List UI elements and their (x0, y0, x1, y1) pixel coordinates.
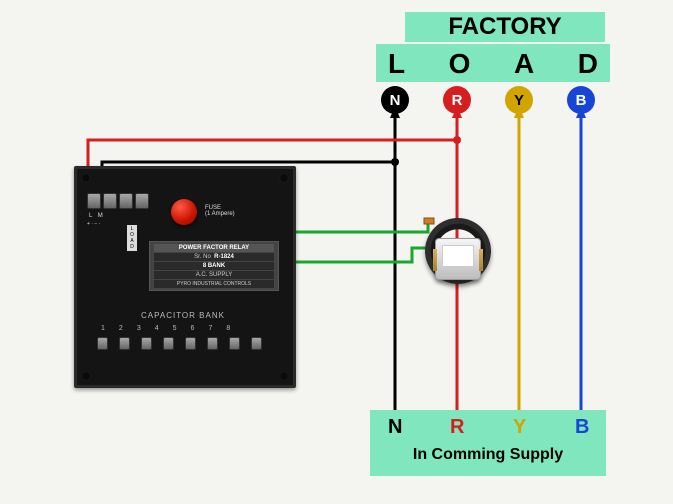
capacitor-numbers: 12 34 56 78 (101, 325, 230, 332)
fuse-button (171, 199, 197, 225)
load-letters: L O A D (388, 48, 598, 80)
ct-body (435, 238, 481, 280)
screw-icon (81, 371, 91, 381)
terminal (135, 193, 149, 209)
terminal (119, 337, 130, 350)
terminal (119, 193, 133, 209)
load-letter: L (388, 48, 405, 80)
fuse-text: FUSE(1 Ampere) (205, 205, 235, 217)
supply-y: Y (513, 416, 526, 439)
relay-output-terminals (97, 337, 262, 350)
factory-title: FACTORY (405, 12, 605, 42)
phase-b-circle: B (567, 86, 595, 114)
lm-label: L M (89, 213, 105, 219)
terminal (207, 337, 218, 350)
supply-b: B (575, 416, 589, 439)
phase-r-circle: R (443, 86, 471, 114)
supply-r: R (450, 416, 464, 439)
load-letter: O (449, 48, 471, 80)
terminal (229, 337, 240, 350)
phase-n-circle: N (381, 86, 409, 114)
terminal (141, 337, 152, 350)
phase-y-circle: Y (505, 86, 533, 114)
relay-info-panel: POWER FACTOR RELAY Sr. No R-1824 8 BANK … (149, 241, 279, 291)
supply-n: N (388, 416, 402, 439)
load-letter: A (514, 48, 534, 80)
ct-band (479, 249, 483, 271)
lm-sub: + · − · (87, 221, 100, 227)
supply-box (370, 410, 606, 476)
relay-load-tag: LOAD (127, 225, 137, 251)
terminal (97, 337, 108, 350)
supply-title: In Comming Supply (370, 446, 606, 464)
screw-icon (279, 173, 289, 183)
terminal (103, 193, 117, 209)
screw-icon (279, 371, 289, 381)
pf-relay: L M + · − · LOAD FUSE(1 Ampere) POWER FA… (74, 166, 296, 388)
load-letter: D (578, 48, 598, 80)
terminal (87, 193, 101, 209)
relay-input-terminals (87, 193, 149, 209)
ct-band (433, 249, 437, 271)
capacitor-bank-label: CAPACITOR BANK (141, 311, 225, 320)
terminal (251, 337, 262, 350)
terminal (185, 337, 196, 350)
screw-icon (81, 173, 91, 183)
terminal (163, 337, 174, 350)
